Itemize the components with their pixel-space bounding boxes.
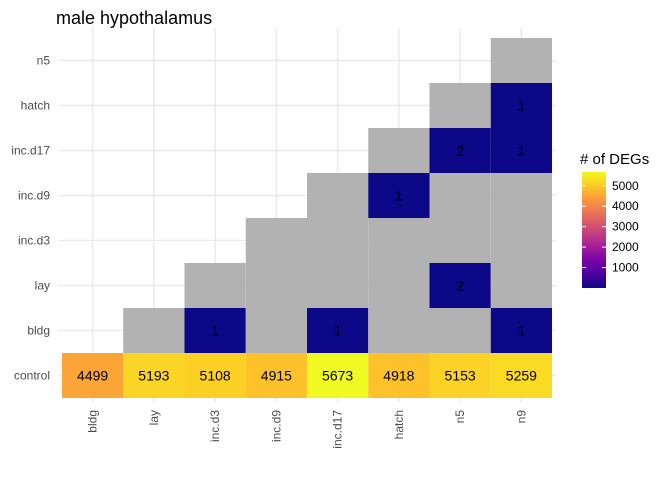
heatmap-cell xyxy=(490,38,552,83)
cell-value-label: 5673 xyxy=(322,368,353,384)
y-tick-label: inc.d3 xyxy=(18,234,50,248)
heatmap-cell xyxy=(123,308,185,353)
cell-value-label: 1 xyxy=(517,143,525,159)
cell-value-label: 4499 xyxy=(77,368,108,384)
cell-value-label: 2 xyxy=(456,278,464,294)
cell-value-label: 4918 xyxy=(383,368,414,384)
heatmap-cell xyxy=(490,173,552,218)
y-axis: control bldg lay inc.d3 inc.d9 inc.d17 hatch n5 xyxy=(11,54,50,383)
x-tick-label: lay xyxy=(147,410,161,425)
x-tick-label: hatch xyxy=(392,410,406,439)
x-tick-label: inc.d3 xyxy=(208,410,222,442)
heatmap-cell xyxy=(429,173,491,218)
heatmap-cell xyxy=(490,83,552,128)
heatmap-cell xyxy=(368,173,430,218)
heatmap-cell xyxy=(184,353,246,398)
heatmap-cell xyxy=(62,353,124,398)
cell-value-label: 1 xyxy=(334,323,342,339)
heatmap-cell xyxy=(368,353,430,398)
heatmap-cell xyxy=(307,173,369,218)
heatmap-cell xyxy=(429,83,491,128)
heatmap-cell xyxy=(368,128,430,173)
y-tick-label: inc.d9 xyxy=(18,189,50,203)
cell-labels-layer: 4499 5193 5108 4915 5673 4918 5153 5259 1 1 1 2 1 2 1 1 xyxy=(77,98,537,384)
heatmap-cell xyxy=(368,218,430,263)
y-tick-label: lay xyxy=(35,279,50,293)
x-axis: bldg lay inc.d3 inc.d9 inc.d17 hatch n5 n9 xyxy=(86,410,529,449)
heatmap-cell xyxy=(368,263,430,308)
heatmap-cell xyxy=(307,308,369,353)
cell-value-label: 5108 xyxy=(200,368,231,384)
y-tick-label: bldg xyxy=(27,324,50,338)
heatmap-cell xyxy=(123,353,185,398)
heatmap-cell xyxy=(429,128,491,173)
color-legend: # of DEGs 1000 2000 3000 4000 5000 xyxy=(580,151,649,288)
heatmap-cell xyxy=(490,218,552,263)
x-tick-label: inc.d9 xyxy=(269,410,283,442)
cell-value-label: 1 xyxy=(517,98,525,114)
y-tick-label: n5 xyxy=(37,54,51,68)
legend-ticks: 1000 2000 3000 4000 5000 xyxy=(582,179,639,275)
legend-title: # of DEGs xyxy=(580,151,649,168)
cell-value-label: 5153 xyxy=(445,368,476,384)
heatmap-cell xyxy=(429,353,491,398)
x-tick-label: bldg xyxy=(86,410,100,433)
legend-tick-label: 5000 xyxy=(612,179,639,193)
cell-value-label: 5193 xyxy=(138,368,169,384)
x-tick-label: n9 xyxy=(514,410,528,424)
y-tick-label: inc.d17 xyxy=(11,144,50,158)
cell-value-label: 1 xyxy=(395,188,403,204)
cell-value-label: 1 xyxy=(517,323,525,339)
legend-tick-label: 1000 xyxy=(612,261,639,275)
heatmap-cell xyxy=(490,308,552,353)
heatmap-cell xyxy=(184,263,246,308)
heatmap-cell xyxy=(368,308,430,353)
legend-colorbar xyxy=(582,172,606,288)
heatmap-cell xyxy=(245,263,307,308)
chart-title: male hypothalamus xyxy=(56,8,212,28)
heatmap-cell xyxy=(307,353,369,398)
heatmap-cell xyxy=(429,263,491,308)
heatmap-cell xyxy=(429,308,491,353)
x-tick-label: inc.d17 xyxy=(331,410,345,449)
legend-tick-label: 3000 xyxy=(612,220,639,234)
heatmap-cell xyxy=(245,218,307,263)
legend-tick-label: 4000 xyxy=(612,199,639,213)
heatmap-cell xyxy=(490,128,552,173)
cell-value-label: 2 xyxy=(456,143,464,159)
heatmap-cell xyxy=(245,353,307,398)
heatmap-cell xyxy=(184,308,246,353)
cell-value-label: 1 xyxy=(211,323,219,339)
heatmap-cell xyxy=(429,218,491,263)
y-tick-label: control xyxy=(14,369,50,383)
y-tick-label: hatch xyxy=(21,99,50,113)
heatmap-cell xyxy=(490,353,552,398)
heatmap-cell xyxy=(245,308,307,353)
x-tick-label: n5 xyxy=(453,410,467,424)
legend-tick-label: 2000 xyxy=(612,240,639,254)
cell-value-label: 5259 xyxy=(506,368,537,384)
tiles-layer xyxy=(62,38,552,398)
heatmap-cell xyxy=(307,218,369,263)
heatmap-cell xyxy=(490,263,552,308)
cell-value-label: 4915 xyxy=(261,368,292,384)
heatmap-cell xyxy=(307,263,369,308)
